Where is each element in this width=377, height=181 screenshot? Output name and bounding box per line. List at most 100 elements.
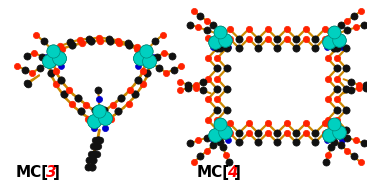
Point xyxy=(322,122,328,125)
Point xyxy=(325,36,331,39)
Point xyxy=(222,38,228,41)
Point xyxy=(90,159,96,162)
Point xyxy=(46,60,52,63)
Point xyxy=(326,41,333,44)
Point xyxy=(78,42,84,45)
Point xyxy=(225,138,231,141)
Point xyxy=(210,46,216,49)
Point xyxy=(22,68,28,71)
Point xyxy=(146,63,152,66)
Point xyxy=(225,46,231,49)
Point xyxy=(102,127,108,130)
Point xyxy=(85,117,91,120)
Point xyxy=(227,28,233,31)
Point xyxy=(50,49,56,52)
Point xyxy=(361,142,367,145)
Point xyxy=(212,41,218,44)
Point xyxy=(325,77,331,80)
Text: MC[: MC[ xyxy=(196,165,230,180)
Point xyxy=(97,98,103,100)
Point xyxy=(152,40,158,43)
Point xyxy=(323,46,329,49)
Point xyxy=(150,55,156,58)
Point xyxy=(312,141,318,144)
Point xyxy=(25,83,31,85)
Point xyxy=(343,108,349,111)
Point xyxy=(328,146,334,148)
Point xyxy=(222,38,228,41)
Point xyxy=(205,57,211,60)
Point xyxy=(334,77,340,80)
Point xyxy=(357,161,363,164)
Point xyxy=(334,47,340,49)
Point xyxy=(210,138,216,141)
Point xyxy=(146,60,152,63)
Point xyxy=(210,24,216,27)
Point xyxy=(331,123,337,126)
Point xyxy=(217,31,223,33)
Point xyxy=(143,61,149,64)
Point xyxy=(353,139,359,142)
Point xyxy=(110,103,116,106)
Point xyxy=(56,57,62,60)
Point xyxy=(24,54,30,57)
Point xyxy=(224,67,230,70)
Point xyxy=(293,47,299,50)
Point xyxy=(163,71,169,74)
Point xyxy=(322,131,328,134)
Point xyxy=(97,138,103,141)
Point xyxy=(236,141,242,144)
Point xyxy=(339,138,345,141)
Point xyxy=(334,98,340,101)
Point xyxy=(222,131,228,133)
Point xyxy=(135,65,141,68)
Point xyxy=(284,28,290,31)
Point xyxy=(214,98,220,101)
Point xyxy=(363,83,369,86)
Point xyxy=(303,28,309,31)
Point xyxy=(187,142,193,145)
Point xyxy=(326,133,333,136)
Text: ]: ] xyxy=(53,165,60,180)
Point xyxy=(343,88,349,90)
Point xyxy=(102,116,108,119)
Point xyxy=(343,67,349,70)
Point xyxy=(217,37,223,40)
Point xyxy=(293,131,299,134)
Point xyxy=(102,116,108,119)
Point xyxy=(214,88,220,90)
Point xyxy=(325,118,331,121)
Point xyxy=(92,138,98,141)
Point xyxy=(88,40,94,43)
Point xyxy=(140,69,146,72)
Point xyxy=(255,37,261,40)
Point xyxy=(37,66,43,69)
Point xyxy=(284,131,290,134)
Point xyxy=(214,118,220,121)
Point xyxy=(336,38,342,41)
Point xyxy=(43,55,49,58)
Point xyxy=(214,108,220,111)
Point xyxy=(293,141,299,144)
Point xyxy=(88,152,94,155)
Point xyxy=(185,83,191,86)
Point xyxy=(193,83,199,86)
Point xyxy=(95,145,101,148)
Point xyxy=(48,71,54,74)
Point xyxy=(161,51,167,54)
Point xyxy=(245,122,251,125)
Point xyxy=(159,33,166,36)
Point xyxy=(97,36,103,39)
Point xyxy=(31,51,37,54)
Point xyxy=(348,81,354,83)
Point xyxy=(214,67,220,70)
Point xyxy=(91,152,97,155)
Point xyxy=(53,69,59,72)
Point xyxy=(191,161,197,164)
Point xyxy=(212,133,218,136)
Point xyxy=(339,46,345,49)
Point xyxy=(204,149,210,152)
Point xyxy=(154,55,160,58)
Point xyxy=(227,37,233,40)
Point xyxy=(344,29,350,32)
